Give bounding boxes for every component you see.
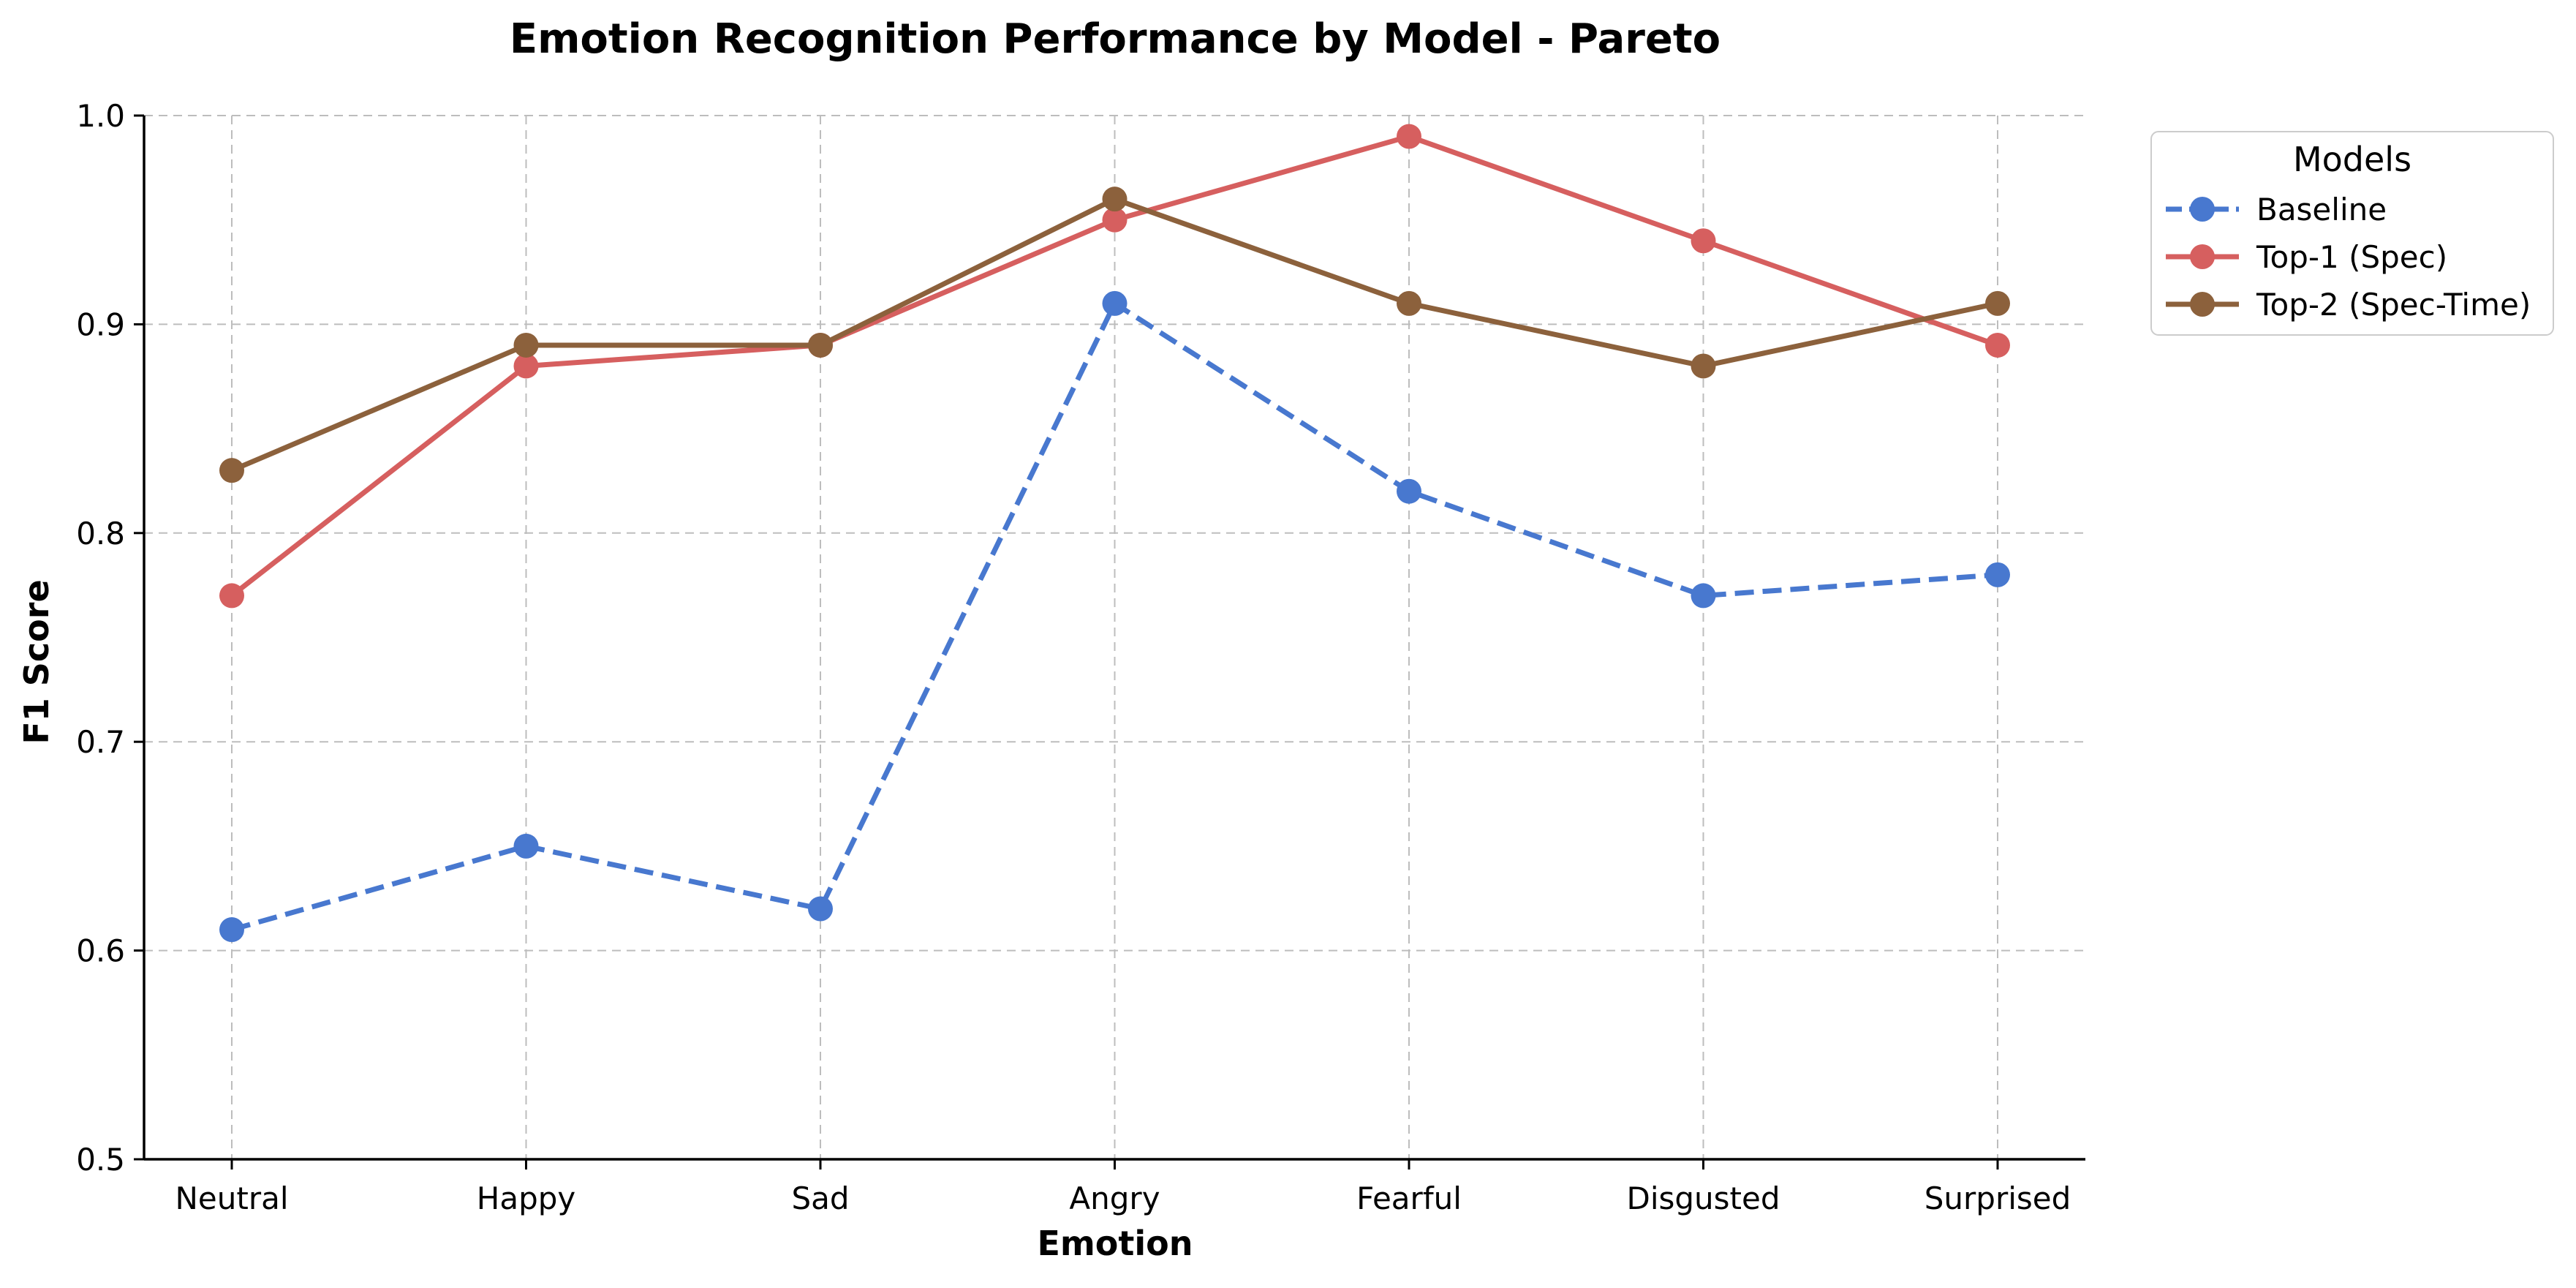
data-point — [1397, 478, 1421, 504]
data-point — [808, 896, 833, 922]
x-tick-label: Happy — [477, 1180, 576, 1216]
data-point — [1985, 290, 2010, 316]
x-tick-label: Sad — [791, 1180, 849, 1216]
data-point — [1102, 187, 1128, 212]
legend-frame — [2150, 131, 2554, 336]
y-tick-label: 0.6 — [76, 933, 125, 969]
y-tick-label: 0.7 — [76, 724, 125, 760]
data-point — [1985, 332, 2010, 358]
legend-title: Models — [2293, 140, 2411, 179]
series-baseline — [219, 290, 2010, 943]
legend-marker — [2190, 244, 2215, 269]
data-point — [219, 583, 244, 609]
y-tick-label: 0.5 — [76, 1142, 125, 1178]
data-point — [1102, 207, 1128, 233]
data-point — [513, 332, 539, 358]
legend: Models Baseline Top-1 (Spec) Top-2 (Spec-T… — [2150, 131, 2554, 336]
x-axis-label: Emotion — [1037, 1224, 1193, 1263]
labels-layer: Emotion Recognition Performance by Model… — [17, 15, 1721, 1263]
legend-label: Top-2 (Spec-Time) — [2256, 287, 2531, 323]
legend-label: Top-1 (Spec) — [2256, 239, 2447, 275]
series-layer — [219, 124, 2010, 943]
y-tick-label: 0.9 — [76, 306, 125, 342]
legend-label: Baseline — [2256, 192, 2387, 227]
x-tick-label: Surprised — [1925, 1180, 2071, 1216]
axes: 0.5 0.6 0.7 0.8 0.9 1.0 Neutral Happy Sad Angry Fe… — [76, 98, 2085, 1216]
y-tick-label: 0.8 — [76, 516, 125, 551]
data-point — [1691, 228, 1716, 254]
x-tick-label: Angry — [1069, 1180, 1160, 1216]
y-tick-label: 1.0 — [76, 98, 125, 134]
data-point — [219, 458, 244, 483]
x-tick-label: Neutral — [175, 1180, 288, 1216]
chart-title: Emotion Recognition Performance by Model… — [510, 15, 1721, 63]
data-point — [1691, 583, 1716, 609]
legend-marker — [2190, 197, 2215, 222]
data-point — [1102, 290, 1128, 316]
data-point — [1691, 353, 1716, 379]
series-top-2-spec-time — [219, 187, 2010, 483]
data-point — [1985, 562, 2010, 587]
x-tick-label: Disgusted — [1626, 1180, 1780, 1216]
legend-marker — [2190, 292, 2215, 317]
data-point — [513, 353, 539, 379]
data-point — [808, 332, 833, 358]
y-axis-label: F1 Score — [17, 579, 56, 744]
x-tick-label: Fearful — [1356, 1180, 1462, 1216]
data-point — [1397, 290, 1421, 316]
data-point — [1397, 124, 1421, 149]
data-point — [513, 833, 539, 859]
grid — [144, 115, 2085, 1159]
data-point — [219, 917, 244, 943]
